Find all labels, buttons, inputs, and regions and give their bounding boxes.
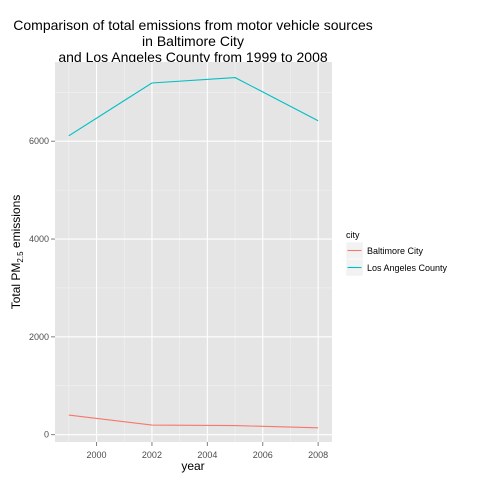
grid-minor xyxy=(55,62,332,442)
y-axis-label: Total PM2.5 emissions xyxy=(9,195,25,310)
y-tick-label: 2000 xyxy=(29,332,49,342)
x-tick-label: 2006 xyxy=(253,450,273,460)
series-line-0 xyxy=(68,414,319,429)
legend-label-1: Los Angeles County xyxy=(367,263,448,273)
y-axis-label-main: Total PM xyxy=(9,263,23,310)
series-line-1 xyxy=(68,77,319,137)
y-axis-label-tail: emissions xyxy=(9,195,23,252)
chart-title-line-3: and Los Angeles County from 1999 to 2008 xyxy=(58,49,328,65)
y-axis-ticks: 0 2000 4000 6000 xyxy=(29,136,55,440)
x-tick-label: 2002 xyxy=(142,450,162,460)
x-axis-ticks: 2000 2002 2004 2006 2008 xyxy=(87,442,328,460)
grid-major xyxy=(55,62,332,442)
chart-title-line-2: in Baltimore City xyxy=(142,33,244,49)
plot-panel xyxy=(55,62,332,442)
chart-title-line-1: Comparison of total emissions from motor… xyxy=(13,17,372,33)
legend-title: city xyxy=(346,230,360,240)
x-tick-label: 2000 xyxy=(87,450,107,460)
legend-label-0: Baltimore City xyxy=(367,246,424,256)
x-tick-label: 2008 xyxy=(308,450,328,460)
y-tick-label: 0 xyxy=(44,430,49,440)
y-tick-label: 6000 xyxy=(29,136,49,146)
chart-title: Comparison of total emissions from motor… xyxy=(13,17,372,65)
series-lines xyxy=(68,77,319,429)
x-tick-label: 2004 xyxy=(197,450,217,460)
legend-items: Baltimore City Los Angeles County xyxy=(345,241,448,277)
x-axis-label: year xyxy=(181,459,204,473)
legend: city Baltimore City Los Angeles County xyxy=(345,230,448,277)
y-tick-label: 4000 xyxy=(29,234,49,244)
y-axis-label-subscript: 2.5 xyxy=(16,251,25,263)
